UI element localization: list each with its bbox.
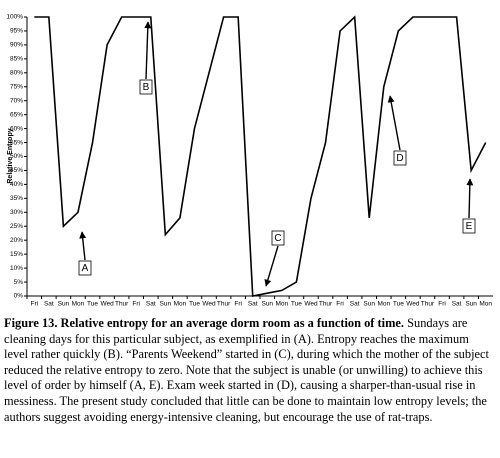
x-tick-label: Fri	[30, 301, 38, 308]
x-tick-label: Sat	[146, 301, 156, 308]
annotation-label: A	[82, 263, 89, 274]
x-tick-label: Tue	[189, 301, 200, 308]
y-tick-label: 10%	[10, 265, 23, 272]
annotation-label: E	[466, 221, 473, 232]
x-tick-label: Mon	[377, 301, 390, 308]
y-tick-label: 5%	[14, 279, 24, 286]
x-tick-label: Thur	[115, 301, 129, 308]
x-tick-label: Mon	[72, 301, 85, 308]
x-tick-label: Sun	[58, 301, 70, 308]
chart: Relative Entropy 0% 5% 10% 15% 20% 25% 30% 35% 4…	[6, 14, 493, 308]
y-tick-label: 45%	[10, 167, 23, 174]
annotation-box	[393, 150, 407, 166]
annotation-box	[462, 218, 476, 234]
y-tick-label: 85%	[10, 56, 23, 63]
y-tick-label: 95%	[10, 28, 23, 35]
x-tick-label: Sat	[350, 301, 360, 308]
y-tick-label: 75%	[10, 83, 23, 90]
y-tick-label: 0%	[14, 293, 24, 300]
y-tick-label: 50%	[10, 153, 23, 160]
x-tick-label: Fri	[132, 301, 140, 308]
caption: Figure 13. Relative entropy for an avera…	[4, 316, 496, 425]
annotation-arrow	[466, 178, 474, 219]
x-tick-label: Sun	[160, 301, 172, 308]
x-tick-label: Sat	[248, 301, 258, 308]
x-tick-label: Sun	[363, 301, 375, 308]
y-tick-label: 70%	[10, 97, 23, 104]
annotation-arrow	[264, 245, 279, 287]
x-tick-label: Tue	[291, 301, 302, 308]
x-tick-label: Fri	[234, 301, 242, 308]
y-tick-label: 100%	[6, 14, 23, 21]
annotation-label: D	[396, 153, 403, 164]
x-tick-label: Wed	[304, 301, 318, 308]
x-tick-label: Fri	[336, 301, 344, 308]
y-tick-label: 60%	[10, 125, 23, 132]
x-tick-label: Sat	[44, 301, 54, 308]
caption-title: Figure 13. Relative entropy for an avera…	[4, 316, 404, 330]
annotation-label: C	[274, 233, 281, 244]
y-tick-label: 40%	[10, 181, 23, 188]
annotation-box	[78, 260, 92, 276]
x-tick-label: Tue	[393, 301, 404, 308]
x-tick-label: Sun	[261, 301, 273, 308]
x-tick-label: Mon	[479, 301, 492, 308]
x-tick-label: Fri	[438, 301, 446, 308]
annotation-label: B	[143, 82, 150, 93]
x-tick-label: Mon	[174, 301, 187, 308]
y-tick-label: 35%	[10, 195, 23, 202]
y-tick-label: 25%	[10, 223, 23, 230]
annotation-arrow	[79, 231, 87, 261]
x-tick-label: Wed	[100, 301, 114, 308]
x-tick-label: Thur	[421, 301, 435, 308]
y-tick-label: 90%	[10, 42, 23, 49]
annotation-arrow	[387, 95, 401, 151]
y-axis-label: Relative Entropy	[7, 128, 14, 183]
x-tick-label: Wed	[202, 301, 216, 308]
x-tick-label: Thur	[217, 301, 231, 308]
y-tick-label: 20%	[10, 237, 23, 244]
x-tick-label: Sat	[452, 301, 462, 308]
x-tick-label: Tue	[87, 301, 98, 308]
y-tick-label: 80%	[10, 70, 23, 77]
x-tick-label: Wed	[406, 301, 420, 308]
caption-text: Sundays are cleaning days for this parti…	[4, 316, 489, 424]
y-tick-label: 15%	[10, 251, 23, 258]
y-tick-label: 55%	[10, 139, 23, 146]
line	[34, 15, 487, 297]
x-tick-label: Sun	[465, 301, 477, 308]
annotation-arrow	[144, 21, 152, 80]
annotation-box	[139, 79, 153, 95]
y-tick-label: 65%	[10, 111, 23, 118]
y-tick-label: 30%	[10, 209, 23, 216]
annotation-box	[271, 230, 285, 246]
x-tick-label: Thur	[319, 301, 333, 308]
x-tick-label: Mon	[276, 301, 289, 308]
